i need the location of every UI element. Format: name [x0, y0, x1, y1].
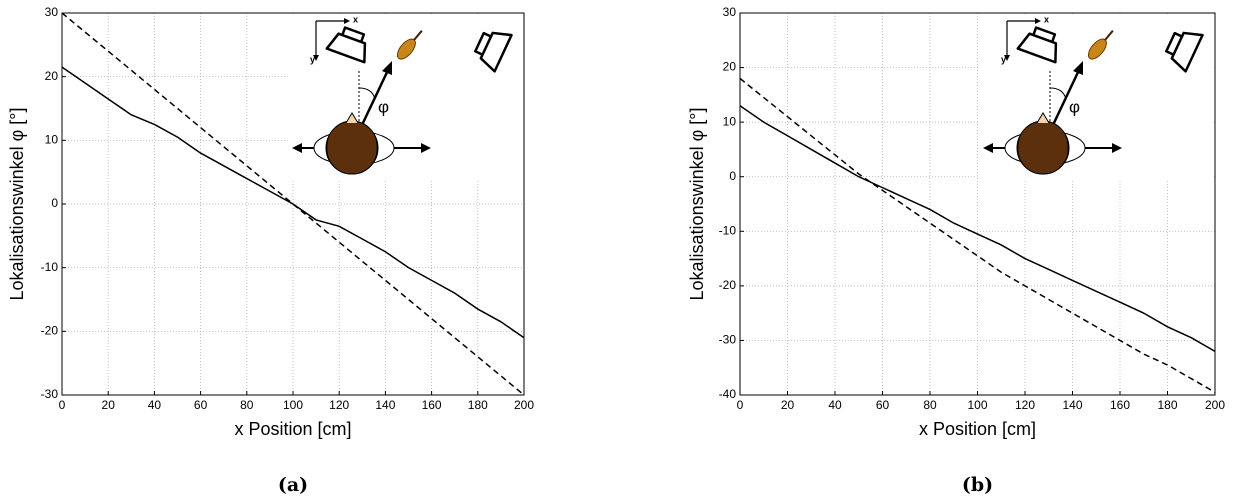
- inset-label: φ: [1069, 97, 1080, 116]
- x-tick-label: 120: [1015, 398, 1035, 412]
- hair: [326, 120, 378, 175]
- direction: [360, 67, 391, 126]
- caption: (a): [278, 474, 308, 496]
- inset-label: y: [1001, 54, 1006, 64]
- y-tick-label: 0: [51, 196, 58, 210]
- x-tick-label: 60: [876, 398, 890, 412]
- speaker-body: [1016, 26, 1058, 64]
- nose: [1036, 112, 1050, 124]
- inset-label: x: [353, 14, 358, 24]
- violin: [396, 30, 423, 60]
- angle-arc: [358, 87, 376, 100]
- inset: x y φ: [289, 14, 523, 179]
- coord-arrows: [313, 18, 350, 61]
- violin-neck: [413, 30, 423, 41]
- violin: [1087, 30, 1114, 60]
- x-tick-label: 180: [468, 398, 488, 412]
- y-tick-label: -30: [41, 387, 59, 401]
- series-line: [739, 77, 1216, 393]
- x-tick-label: 200: [514, 398, 534, 412]
- y-tick-label: -10: [719, 223, 737, 237]
- x-axis-label: x Position [cm]: [234, 419, 351, 439]
- coord-axes: [315, 20, 344, 55]
- series-line: [61, 66, 525, 339]
- angle-arc: [1049, 87, 1067, 100]
- nose: [345, 112, 359, 124]
- y-tick-label: 30: [723, 5, 737, 19]
- x-tick-label: 20: [781, 398, 795, 412]
- y-tick-label: 20: [723, 60, 737, 74]
- x-tick-label: 60: [194, 398, 208, 412]
- x-axis-label: x Position [cm]: [919, 419, 1036, 439]
- direction: [1051, 67, 1082, 126]
- x-tick-label: 80: [240, 398, 254, 412]
- axes-frame: [739, 12, 1216, 396]
- inset-label: φ: [378, 97, 389, 116]
- speaker-body: [1165, 31, 1204, 73]
- x-tick-label: 40: [148, 398, 162, 412]
- x-tick-label: 0: [737, 398, 744, 412]
- speaker-body: [474, 31, 513, 73]
- y-tick-label: 0: [729, 169, 736, 183]
- x-tick-label: 120: [329, 398, 349, 412]
- x-tick-label: 140: [1062, 398, 1082, 412]
- direction-head: [382, 61, 392, 75]
- x-tick-label: 100: [283, 398, 303, 412]
- inset-label: y: [310, 54, 315, 64]
- caption: (b): [962, 474, 993, 496]
- y-tick-label: -20: [719, 278, 737, 292]
- y-axis-label: Lokalisationswinkel φ [°]: [7, 108, 27, 301]
- coord-axes: [1006, 20, 1035, 55]
- y-tick-label: 10: [45, 133, 59, 147]
- x-tick-label: 20: [102, 398, 116, 412]
- violin-neck: [1104, 30, 1114, 41]
- x-tick-label: 200: [1205, 398, 1225, 412]
- y-tick-label: 20: [45, 69, 59, 83]
- x-tick-label: 100: [967, 398, 987, 412]
- y-tick-label: -40: [719, 387, 737, 401]
- y-tick-label: 10: [723, 114, 737, 128]
- inset-label: x: [1044, 14, 1049, 24]
- speaker: [325, 26, 367, 64]
- series-line: [739, 105, 1216, 352]
- x-tick-label: 0: [59, 398, 66, 412]
- x-tick-label: 80: [923, 398, 937, 412]
- y-axis-label: Lokalisationswinkel φ [°]: [687, 108, 707, 301]
- x-tick-label: 160: [1110, 398, 1130, 412]
- speaker-body: [325, 26, 367, 64]
- x-tick-label: 40: [828, 398, 842, 412]
- speaker: [474, 31, 513, 73]
- x-tick-label: 140: [375, 398, 395, 412]
- y-tick-label: -30: [719, 333, 737, 347]
- direction-head: [1073, 61, 1083, 75]
- hair: [1017, 120, 1069, 175]
- axes-frame: [61, 12, 525, 396]
- y-tick-label: 30: [45, 5, 59, 19]
- x-tick-label: 160: [422, 398, 442, 412]
- x-tick-label: 180: [1157, 398, 1177, 412]
- speaker: [1016, 26, 1058, 64]
- y-tick-label: -10: [41, 260, 59, 274]
- y-tick-label: -20: [41, 324, 59, 338]
- coord-arrows: [1004, 18, 1041, 61]
- speaker: [1165, 31, 1204, 73]
- inset: x y φ: [980, 14, 1214, 179]
